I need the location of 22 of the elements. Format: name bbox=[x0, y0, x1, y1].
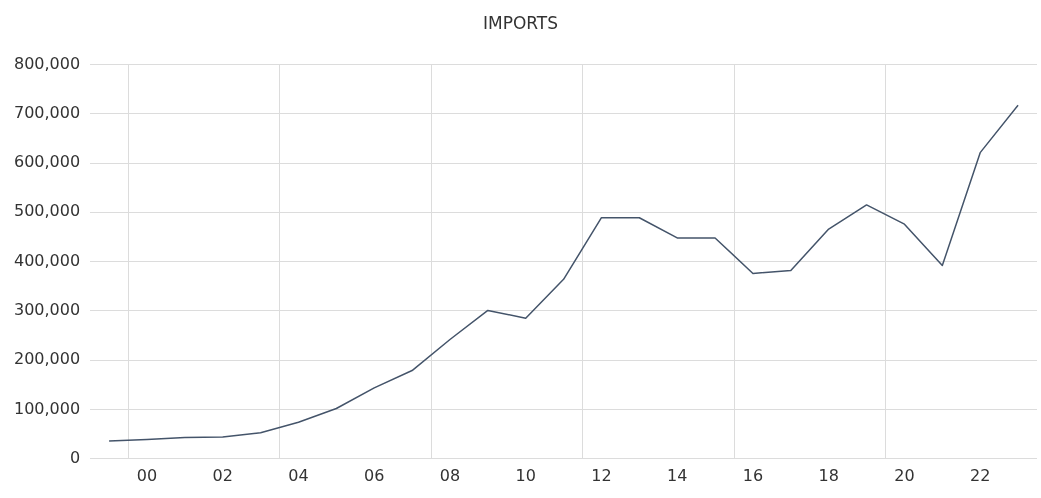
y-tick-label: 500,000 bbox=[13, 201, 81, 221]
x-tick-label: 12 bbox=[591, 465, 612, 485]
x-tick-label: 10 bbox=[515, 465, 536, 485]
x-tick-label: 18 bbox=[818, 465, 839, 485]
y-tick-label: 100,000 bbox=[13, 398, 81, 418]
y-tick-label: 700,000 bbox=[13, 102, 81, 122]
x-tick-label: 00 bbox=[136, 465, 158, 485]
y-tick-label: 200,000 bbox=[13, 349, 81, 369]
y-tick-label: 300,000 bbox=[13, 300, 81, 320]
x-tick-label: 22 bbox=[970, 465, 991, 485]
x-tick-label: 20 bbox=[894, 465, 915, 485]
y-tick-label: 600,000 bbox=[13, 152, 81, 172]
x-tick-label: 16 bbox=[742, 465, 764, 485]
x-tick-label: 02 bbox=[212, 465, 233, 485]
x-tick-label: 06 bbox=[364, 465, 385, 485]
chart-title: IMPORTS bbox=[482, 12, 559, 33]
y-tick-label: 800,000 bbox=[13, 53, 81, 73]
x-tick-label: 04 bbox=[288, 465, 309, 485]
y-tick-label: 0 bbox=[69, 447, 81, 467]
x-tick-label: 08 bbox=[439, 465, 461, 485]
y-tick-label: 400,000 bbox=[13, 250, 81, 270]
x-tick-label: 14 bbox=[667, 465, 688, 485]
